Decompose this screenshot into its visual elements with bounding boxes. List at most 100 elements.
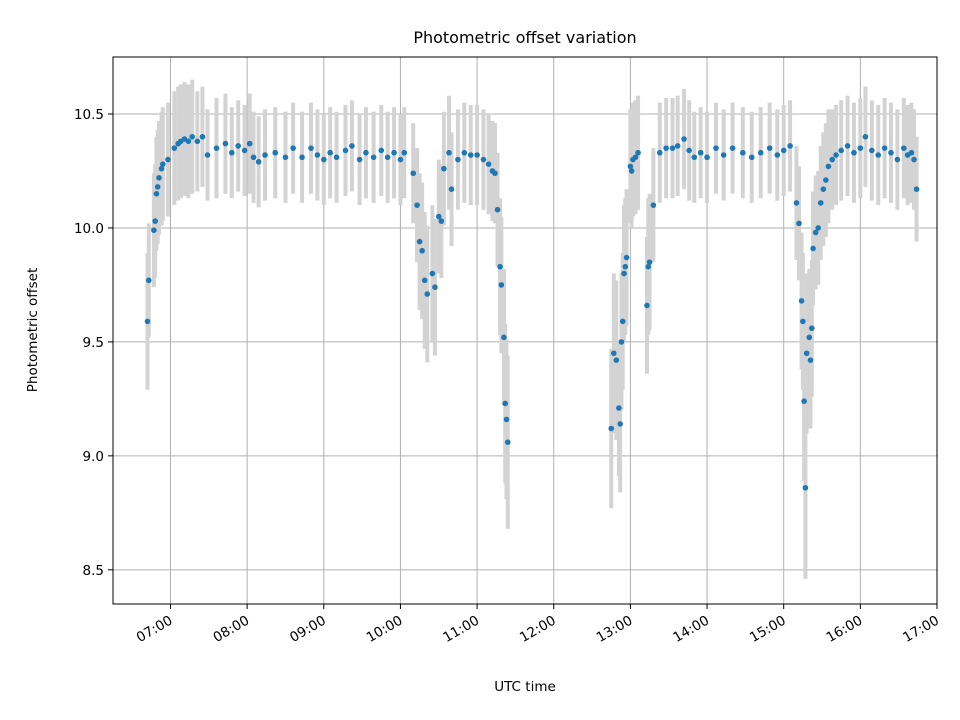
data-point (492, 170, 498, 177)
data-point (262, 152, 268, 158)
data-point (613, 357, 620, 363)
data-point (619, 318, 626, 325)
data-point (349, 143, 355, 149)
data-point (669, 145, 676, 151)
data-point (820, 186, 827, 192)
data-point (152, 218, 158, 224)
data-point (913, 186, 920, 192)
data-point (623, 254, 630, 261)
data-point (474, 152, 480, 158)
data-point (622, 263, 629, 270)
data-point (290, 145, 296, 151)
x-tick-label: 13:00 (594, 613, 636, 646)
data-point (656, 149, 663, 156)
data-point (635, 149, 641, 156)
data-point (829, 156, 836, 163)
x-tick-label: 14:00 (670, 613, 712, 646)
data-point (272, 149, 279, 156)
data-point (844, 143, 851, 149)
data-point (628, 168, 635, 174)
data-point (757, 149, 764, 156)
data-point (229, 149, 235, 156)
data-point (282, 154, 289, 161)
data-point (807, 357, 814, 363)
data-point (424, 291, 431, 297)
data-point (894, 156, 901, 163)
data-point (185, 138, 192, 145)
y-tick-label: 9.0 (83, 449, 104, 465)
data-point (199, 133, 206, 140)
data-point (833, 152, 839, 158)
data-point (485, 161, 492, 167)
data-point (145, 277, 152, 284)
data-point (308, 145, 314, 151)
data-point (241, 147, 248, 154)
y-tick-label: 9.5 (83, 335, 104, 351)
data-point (255, 159, 262, 165)
data-point (674, 143, 681, 149)
data-point (435, 213, 442, 220)
data-point (862, 133, 869, 140)
data-point (151, 227, 157, 234)
data-point (441, 165, 447, 172)
data-point (875, 152, 882, 158)
data-point (812, 229, 819, 236)
data-point (869, 147, 875, 154)
data-point (416, 238, 423, 245)
data-point (446, 149, 452, 156)
data-point (250, 154, 257, 161)
data-point (632, 154, 639, 161)
data-point (455, 156, 461, 163)
data-point (823, 177, 829, 183)
data-point (421, 277, 428, 284)
data-point (608, 425, 615, 432)
data-point (144, 318, 151, 325)
data-point (327, 149, 333, 156)
data-point (165, 156, 171, 163)
data-point (616, 405, 622, 411)
data-point (793, 200, 800, 206)
data-point (729, 145, 736, 151)
data-point (410, 170, 417, 177)
data-point (467, 152, 474, 158)
data-point (432, 284, 438, 290)
data-point (815, 225, 821, 231)
data-point (501, 334, 507, 341)
data-point (900, 145, 907, 151)
data-point (851, 149, 857, 156)
x-tick-label: 07:00 (134, 613, 176, 646)
data-point (156, 174, 162, 181)
data-point (806, 334, 813, 341)
data-point (414, 202, 420, 208)
chart-title: Photometric offset variation (413, 28, 636, 47)
data-point (610, 350, 617, 357)
data-point (448, 186, 455, 192)
data-point (314, 152, 321, 158)
data-point (720, 152, 727, 158)
data-point (378, 147, 385, 154)
data-point (158, 165, 165, 172)
data-point (838, 147, 844, 154)
data-point (663, 145, 669, 151)
data-point (391, 149, 397, 156)
y-axis-label: Photometric offset (25, 268, 41, 392)
data-point (213, 145, 220, 151)
data-point (320, 156, 327, 163)
data-point (787, 143, 793, 149)
data-point (384, 154, 391, 161)
data-point (817, 200, 824, 206)
data-point (691, 154, 698, 161)
data-point (498, 282, 505, 288)
data-point (618, 339, 625, 345)
data-point (798, 298, 805, 304)
data-point (646, 259, 653, 265)
data-point (621, 270, 627, 277)
data-point (189, 133, 196, 140)
data-point (801, 398, 807, 404)
data-point (645, 263, 652, 270)
data-point (480, 156, 487, 163)
data-point (401, 149, 408, 156)
data-point (810, 245, 816, 252)
